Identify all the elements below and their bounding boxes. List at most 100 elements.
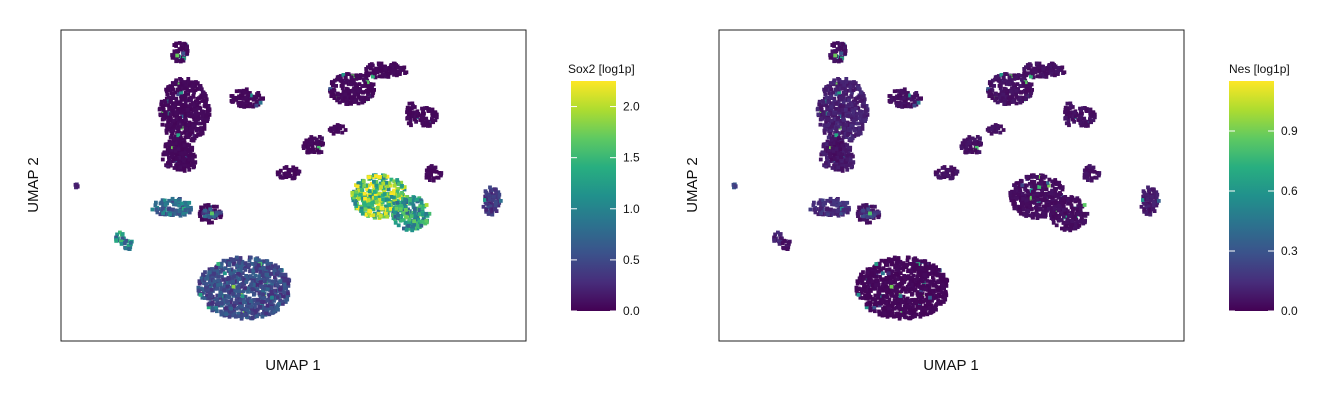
hexbin-point	[183, 135, 188, 140]
hexbin-point	[820, 150, 825, 155]
hexbin-point	[314, 137, 319, 142]
hexbin-point	[491, 198, 496, 203]
hexbin-point	[177, 47, 182, 52]
hexbin-point	[199, 208, 204, 213]
hexbin-point	[168, 212, 172, 217]
hexbin-point	[355, 184, 360, 189]
hexbin-point	[250, 280, 255, 284]
hexbin-point	[843, 160, 848, 165]
hexbin-point	[183, 101, 188, 105]
hexbin-point	[823, 92, 828, 97]
hexbin-point	[357, 82, 362, 86]
hexbin-point	[426, 109, 431, 113]
hexbin-point	[369, 201, 374, 205]
hexbin-point	[365, 80, 370, 85]
hexbin-point	[1041, 73, 1046, 78]
hexbin-point	[1053, 69, 1058, 74]
hexbin-point	[1043, 174, 1048, 179]
hexbin-point	[218, 264, 223, 269]
hexbin-point	[190, 108, 195, 112]
hexbin-point	[309, 141, 313, 145]
hexbin-point	[837, 108, 842, 113]
hexbin-point	[230, 94, 235, 98]
hexbin-point	[846, 102, 851, 107]
hexbin-point	[385, 69, 389, 73]
hexbin-point	[280, 302, 285, 306]
hexbin-point	[174, 199, 179, 203]
hexbin-point	[256, 297, 261, 302]
hexbin-point	[1013, 184, 1018, 189]
hexbin-point	[191, 123, 196, 128]
hexbin-point	[201, 287, 206, 291]
hexbin-point	[850, 113, 855, 117]
hexbin-point	[183, 112, 188, 117]
hexbin-point	[1025, 211, 1029, 216]
hexbin-point	[198, 286, 203, 291]
hexbin-point	[424, 116, 429, 121]
hexbin-point	[1037, 185, 1042, 189]
hexbin-point	[909, 104, 914, 109]
hexbin-point	[1023, 187, 1027, 191]
hexbin-point	[417, 212, 422, 216]
hexbin-point	[405, 210, 410, 215]
hexbin-point	[199, 205, 203, 210]
hexbin-point	[195, 103, 200, 107]
hexbin-point	[915, 98, 920, 102]
hexbin-point	[831, 121, 835, 125]
hexbin-point	[354, 190, 359, 195]
hexbin-point	[1031, 71, 1035, 76]
hexbin-point	[833, 162, 838, 167]
hexbin-point	[253, 97, 257, 102]
hexbin-point	[380, 72, 385, 77]
hexbin-point	[1072, 110, 1077, 115]
hexbin-point	[240, 259, 245, 264]
hexbin-point	[261, 96, 265, 101]
hexbin-point	[239, 101, 244, 105]
hexbin-point	[858, 95, 863, 100]
hexbin-point	[170, 53, 174, 57]
hexbin-point	[187, 200, 192, 205]
hexbin-point	[119, 242, 124, 246]
hexbin-point	[185, 98, 190, 103]
hexbin-point	[393, 214, 398, 219]
hexbin-point	[965, 141, 969, 146]
hexbin-point	[1089, 169, 1094, 174]
hexbin-point	[271, 271, 276, 276]
hexbin-point	[410, 106, 415, 110]
hexbin-point	[215, 293, 220, 298]
hexbin-point	[237, 277, 241, 281]
hexbin-point	[190, 88, 195, 92]
hexbin-point	[1002, 80, 1006, 85]
hexbin-point	[1071, 207, 1075, 211]
hexbin-point	[834, 102, 839, 106]
hexbin-point	[1088, 113, 1093, 117]
hexbin-point	[1038, 206, 1043, 211]
hexbin-point	[829, 104, 834, 109]
hexbin-point	[263, 270, 268, 274]
hexbin-point	[433, 165, 438, 170]
hexbin-point	[410, 228, 415, 233]
hexbin-point	[906, 91, 910, 95]
hexbin-point	[177, 201, 182, 205]
hexbin-point	[395, 201, 400, 205]
hexbin-point	[843, 98, 848, 103]
hexbin-point	[1025, 175, 1029, 180]
hexbin-point	[357, 188, 361, 193]
hexbin-point	[265, 298, 270, 302]
hexbin-point	[914, 102, 919, 107]
hexbin-point	[1014, 196, 1019, 201]
hexbin-point	[840, 152, 845, 157]
hexbin-point	[1029, 184, 1034, 189]
hexbin-point	[856, 111, 861, 116]
hexbin-point	[847, 98, 851, 102]
hexbin-point	[350, 78, 354, 83]
hexbin-point	[844, 122, 848, 127]
hexbin-point	[371, 213, 376, 218]
hexbin-point	[829, 149, 834, 154]
hexbin-point	[1072, 221, 1077, 226]
hexbin-point	[1041, 66, 1046, 71]
hexbin-point	[381, 181, 386, 186]
hexbin-point	[160, 198, 165, 203]
hexbin-point	[408, 198, 412, 203]
hexbin-point	[434, 169, 439, 174]
